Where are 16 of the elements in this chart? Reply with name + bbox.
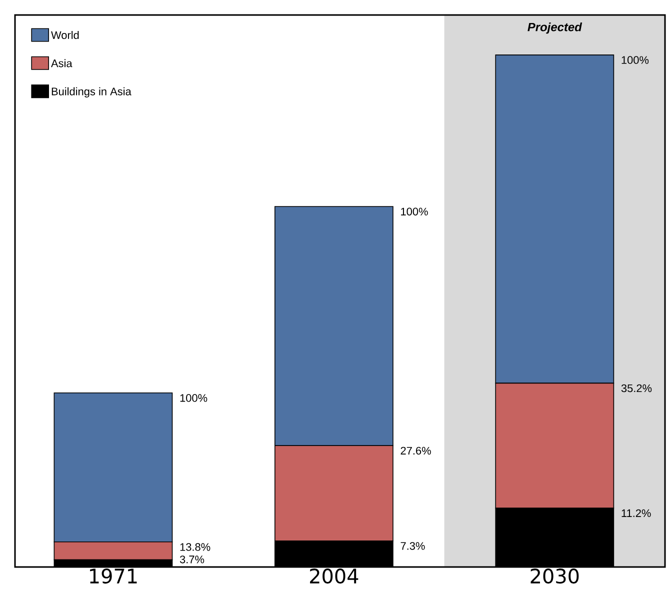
x-tick-label: 2030 <box>530 568 579 584</box>
annotation: 100% <box>401 208 428 216</box>
annotation: 27.6% <box>400 446 431 455</box>
legend-label: Asia <box>51 59 72 68</box>
annotation: 13.8% <box>180 543 210 551</box>
legend-label: World <box>51 31 79 40</box>
annotation: 7.3% <box>400 542 425 550</box>
annotation: 11.2% <box>622 509 651 518</box>
annotation: 3.7% <box>180 556 204 564</box>
annotation: 35.2% <box>621 384 652 392</box>
band-label: Projected <box>528 22 582 34</box>
annotation: 100% <box>180 394 208 402</box>
annotation: 100% <box>622 56 649 64</box>
x-tick-label: 1971 <box>90 568 137 584</box>
x-tick-label: 2004 <box>310 568 358 584</box>
legend-label: Buildings in Asia <box>52 87 132 98</box>
